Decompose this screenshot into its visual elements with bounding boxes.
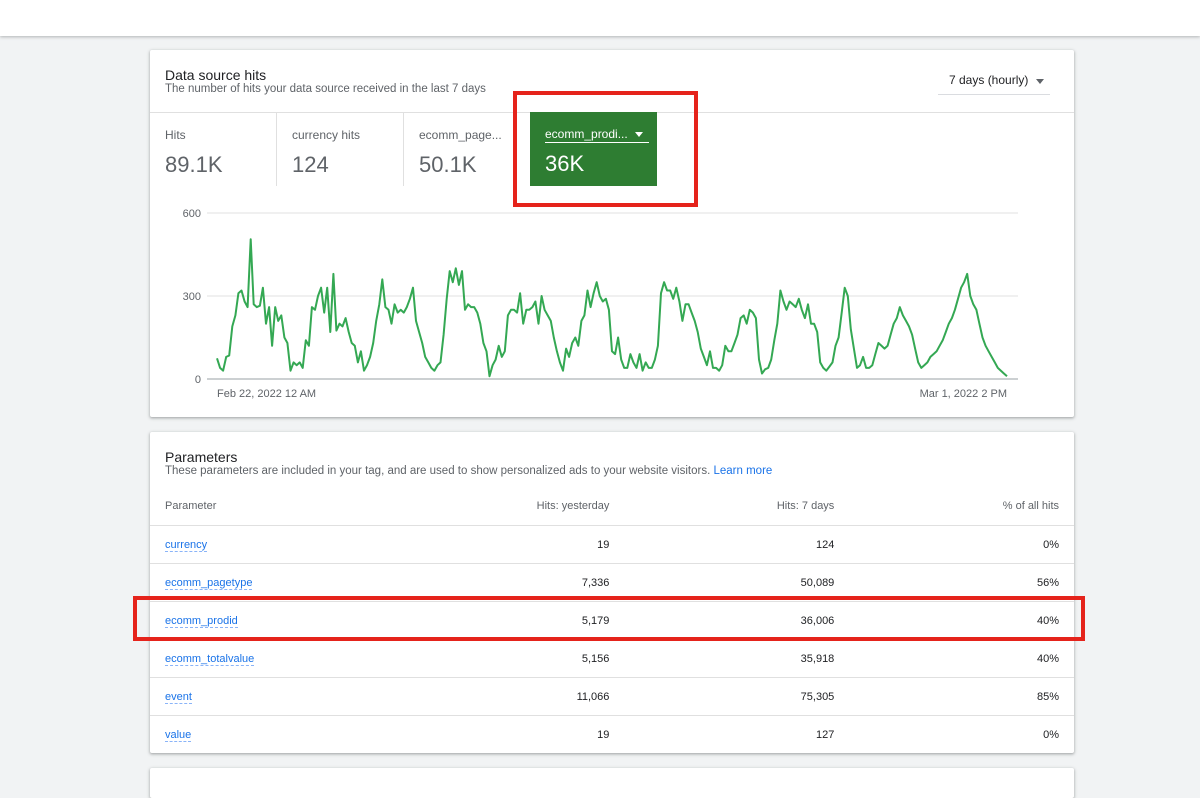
parameter-link[interactable]: value [165,728,192,742]
metric-ecomm-prodid-selected[interactable]: ecomm_prodi... 36K [530,112,657,186]
metric-label: ecomm_prodi... [545,127,628,141]
parameter-cell: ecomm_totalvalue [150,639,363,678]
next-card [150,768,1074,798]
percent-cell: 40% [834,601,1074,640]
parameter-cell: ecomm_pagetype [150,563,363,602]
card-title: Data source hits [165,67,267,83]
parameter-link[interactable]: event [165,690,192,704]
column-header-parameter[interactable]: Parameter [150,487,363,526]
table-row: currency 19 124 0% [150,525,1074,564]
card-subtitle: These parameters are included in your ta… [165,465,772,477]
hits-yesterday-cell: 19 [362,525,610,564]
hits-7-days-cell: 75,305 [609,677,835,716]
metric-label: ecomm_page... [419,128,502,142]
hits-7-days-cell: 124 [609,525,835,564]
hits-yesterday-cell: 5,156 [362,639,610,678]
metric-ecomm-pagetype[interactable]: ecomm_page... 50.1K [404,113,531,186]
metric-value: 124 [292,152,329,177]
chart-y-axis: 0 300 600 [183,208,201,386]
percent-cell: 56% [834,563,1074,602]
table-row: ecomm_pagetype 7,336 50,089 56% [150,563,1074,602]
y-tick-label: 600 [183,208,201,220]
card-title: Parameters [165,449,238,465]
metric-label: Hits [165,128,186,142]
y-tick-label: 300 [183,291,201,303]
metric-label-underline [545,142,649,143]
hits-7-days-cell: 35,918 [609,639,835,678]
chart-series-line [216,238,1008,378]
subtitle-text: These parameters are included in your ta… [165,465,711,477]
metric-hits[interactable]: Hits 89.1K [150,113,277,186]
metric-label: currency hits [292,128,361,142]
percent-cell: 40% [834,639,1074,678]
parameter-cell: ecomm_prodid [150,601,363,640]
parameter-cell: event [150,677,363,716]
y-tick-label: 0 [195,374,201,386]
metric-value: 89.1K [165,152,223,177]
card-subtitle: The number of hits your data source rece… [165,83,486,95]
metric-value: 50.1K [419,152,477,177]
parameter-cell: value [150,716,363,754]
column-header-hits-7-days[interactable]: Hits: 7 days [609,487,835,526]
hits-7-days-cell: 36,006 [609,601,835,640]
parameter-cell: currency [150,525,363,564]
hits-yesterday-cell: 19 [597,728,610,741]
parameter-link[interactable]: ecomm_prodid [165,614,238,628]
table-row: ecomm_totalvalue 5,156 35,918 40% [150,639,1074,678]
learn-more-link[interactable]: Learn more [713,465,773,477]
metric-value: 36K [545,151,585,176]
dropdown-arrow-icon [1036,79,1044,84]
x-axis-start-label: Feb 22, 2022 12 AM [217,388,316,400]
data-source-hits-card: Data source hits The number of hits your… [150,50,1074,417]
hits-yesterday-cell: 7,336 [362,563,610,602]
parameters-card: Parameters These parameters are included… [150,432,1074,753]
parameters-table: Parameter Hits: yesterday Hits: 7 days %… [150,487,1074,753]
x-axis-end-label: Mar 1, 2022 2 PM [920,388,1007,400]
hits-yesterday-cell: 5,179 [362,601,610,640]
parameter-link[interactable]: currency [165,538,208,552]
table-header-row: Parameter Hits: yesterday Hits: 7 days %… [150,487,1074,526]
date-range-select[interactable]: 7 days (hourly) [938,67,1050,95]
parameter-link[interactable]: ecomm_pagetype [165,576,253,590]
chart-grid [207,212,1018,380]
column-header-percent-all-hits[interactable]: % of all hits [834,487,1074,526]
percent-cell: 0% [834,525,1074,564]
top-app-bar [0,0,1200,36]
hits-line-chart: 0 300 600 Feb 22, 2022 12 AM Mar 1, 2022 2… [183,208,1018,400]
table-row: value 19 127 0% [150,716,1074,754]
metric-dropdown-icon[interactable] [635,132,643,137]
percent-cell: 85% [834,677,1074,716]
hits-7-days-cell: 50,089 [609,563,835,602]
table-row: ecomm_prodid 5,179 36,006 40% [150,601,1074,640]
hits-yesterday-cell: 11,066 [362,677,610,716]
table-row: event 11,066 75,305 85% [150,677,1074,716]
percent-cell: 0% [1043,728,1059,741]
metric-currency-hits[interactable]: currency hits 124 [277,113,404,186]
parameter-link[interactable]: ecomm_totalvalue [165,652,255,666]
date-range-value: 7 days (hourly) [949,73,1029,87]
column-header-hits-yesterday[interactable]: Hits: yesterday [362,487,610,526]
hits-7-days-cell: 127 [815,728,835,741]
